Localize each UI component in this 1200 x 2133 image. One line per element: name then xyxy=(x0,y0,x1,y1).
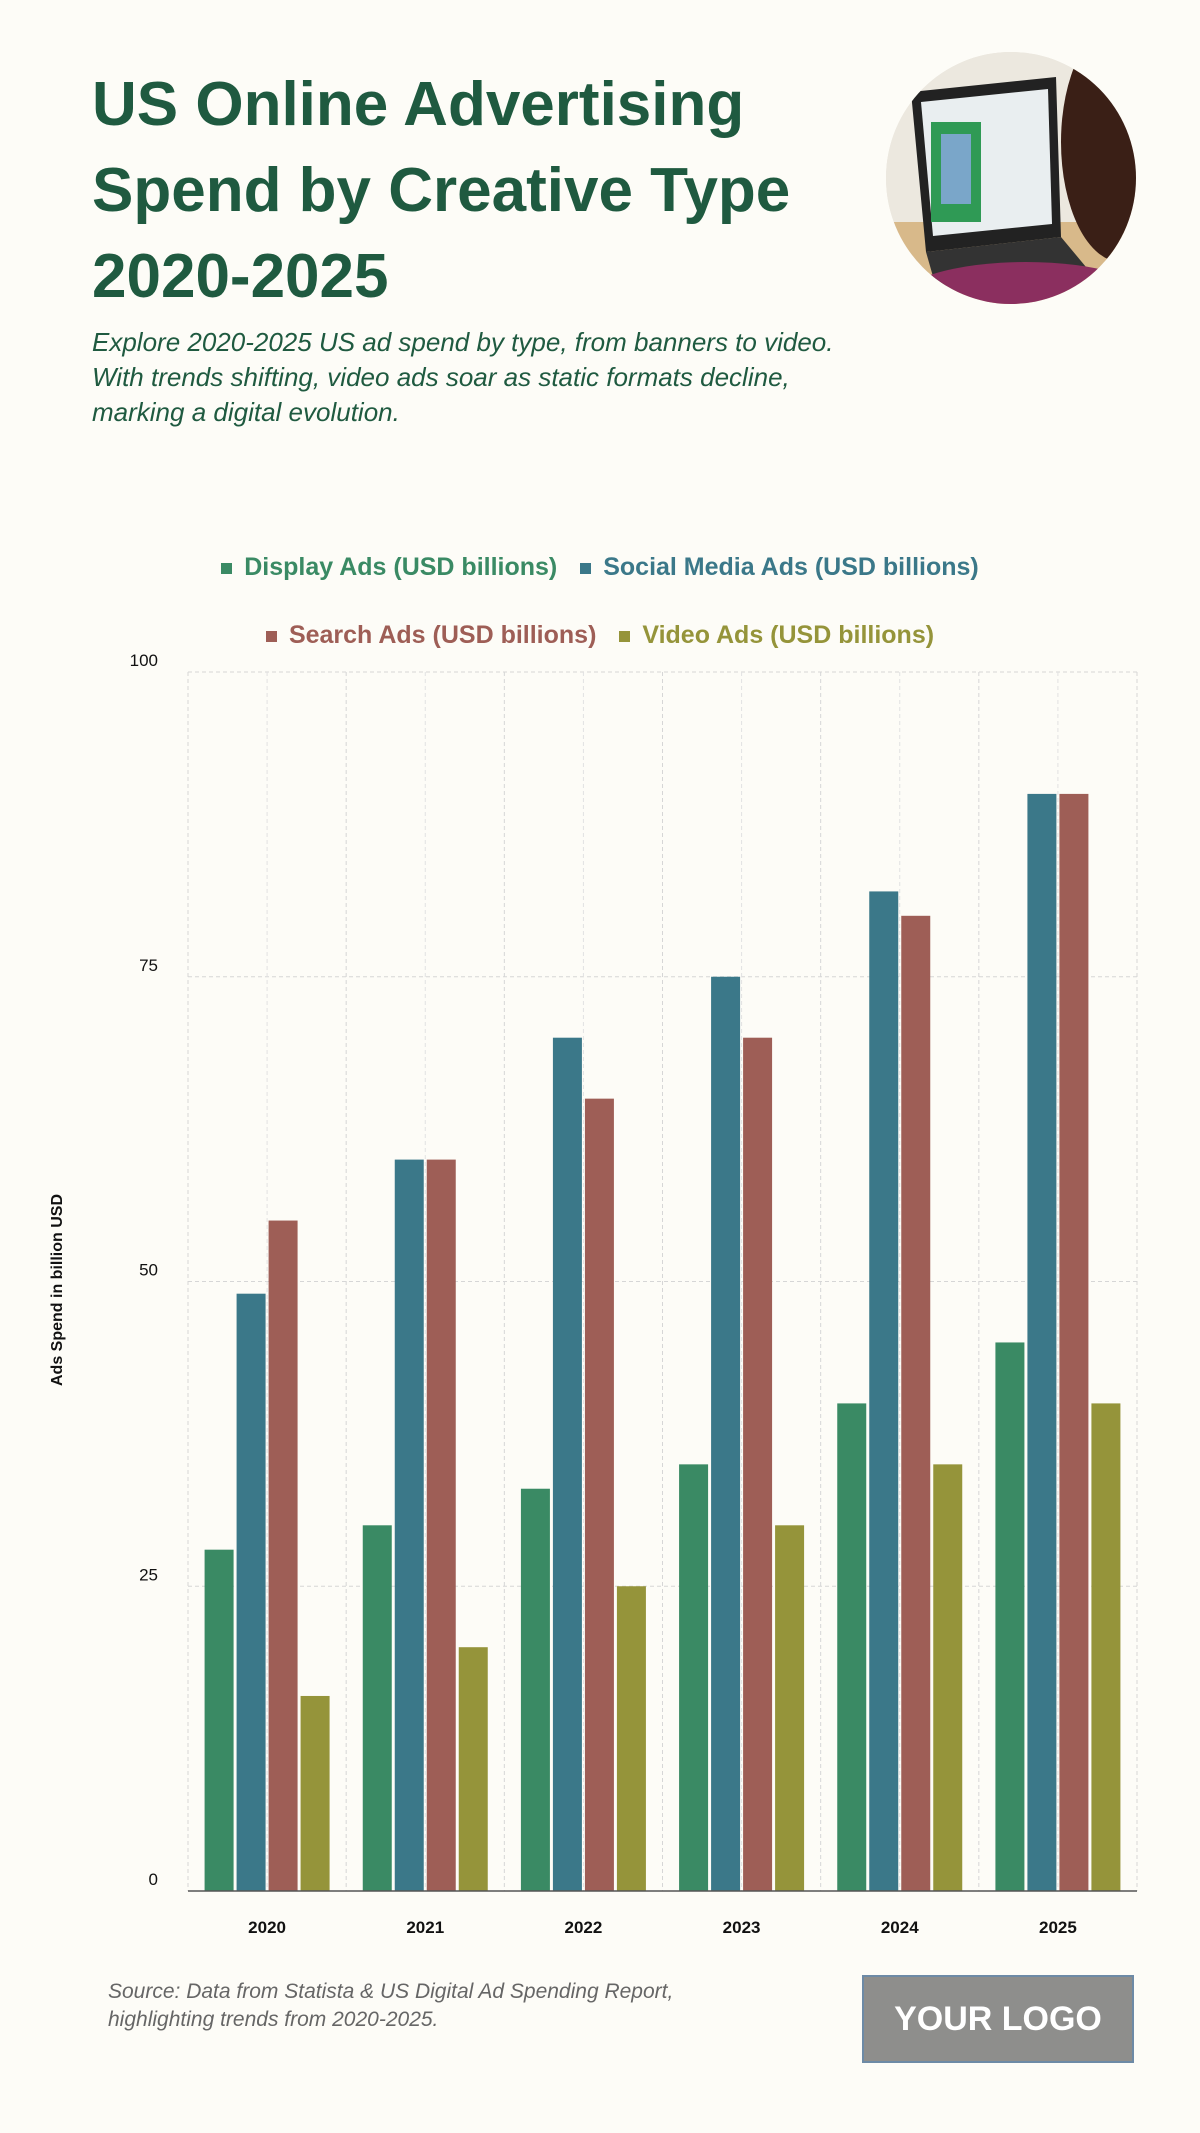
legend-row-2: Search Ads (USD billions) Video Ads (USD… xyxy=(0,621,1200,650)
bar-2023-1 xyxy=(711,976,741,1891)
bar-2024-2 xyxy=(901,915,931,1891)
bar-2022-3 xyxy=(616,1586,646,1891)
bar-2025-1 xyxy=(1027,793,1057,1891)
bar-2021-3 xyxy=(458,1647,488,1891)
legend-label: Search Ads (USD billions) xyxy=(288,621,597,649)
legend-swatch xyxy=(580,562,592,574)
y-tick-label: 50 xyxy=(139,1261,158,1280)
legend-swatch xyxy=(265,630,277,642)
x-tick-label: 2023 xyxy=(723,1918,761,1937)
bar-2024-0 xyxy=(837,1403,867,1891)
page-subtitle: Explore 2020-2025 US ad spend by type, f… xyxy=(92,327,834,427)
x-tick-label: 2020 xyxy=(248,1918,286,1937)
bar-2021-2 xyxy=(426,1159,456,1891)
x-tick-label: 2021 xyxy=(406,1918,444,1937)
y-axis-label: Ads Spend in billion USD xyxy=(49,1194,66,1386)
laptop-image-icon xyxy=(886,52,1136,304)
bar-2025-0 xyxy=(995,1342,1025,1891)
bar-2021-0 xyxy=(362,1525,392,1891)
legend-swatch xyxy=(221,562,233,574)
legend-item-social[interactable]: Social Media Ads (USD billions) xyxy=(580,553,979,581)
legend-label: Social Media Ads (USD billions) xyxy=(603,553,979,581)
bar-2020-3 xyxy=(300,1695,330,1891)
x-tick-label: 2025 xyxy=(1039,1918,1077,1937)
y-tick-label: 75 xyxy=(139,956,158,975)
bar-2020-2 xyxy=(268,1220,298,1891)
bar-2023-0 xyxy=(679,1464,709,1891)
bar-2024-3 xyxy=(933,1464,963,1891)
bar-2020-0 xyxy=(204,1549,234,1891)
bar-2022-0 xyxy=(520,1488,550,1891)
y-tick-label: 25 xyxy=(139,1565,158,1584)
x-tick-label: 2024 xyxy=(881,1918,919,1937)
bar-2021-1 xyxy=(394,1159,424,1891)
legend-swatch xyxy=(619,630,631,642)
bar-2020-1 xyxy=(236,1293,266,1891)
y-tick-label: 100 xyxy=(130,651,158,670)
bar-2024-1 xyxy=(869,891,899,1891)
laptop-photo xyxy=(886,52,1136,304)
page-title: US Online Advertising Spend by Creative … xyxy=(92,70,791,311)
bar-2025-3 xyxy=(1091,1403,1121,1891)
legend-item-video[interactable]: Video Ads (USD billions) xyxy=(619,621,934,649)
legend-label: Video Ads (USD billions) xyxy=(642,621,935,649)
bar-2023-2 xyxy=(743,1037,773,1891)
legend-item-display[interactable]: Display Ads (USD billions) xyxy=(221,553,557,581)
source-note: Source: Data from Statista & US Digital … xyxy=(108,1980,674,2031)
bar-2023-3 xyxy=(775,1525,805,1891)
legend-item-search[interactable]: Search Ads (USD billions) xyxy=(265,621,597,649)
bar-2022-2 xyxy=(584,1098,614,1891)
bar-2025-2 xyxy=(1059,793,1089,1891)
logo-placeholder: YOUR LOGO xyxy=(862,1975,1134,2063)
x-tick-label: 2022 xyxy=(565,1918,603,1937)
y-tick-label: 0 xyxy=(149,1870,158,1889)
legend-row-1: Display Ads (USD billions) Social Media … xyxy=(0,553,1200,582)
bar-2022-1 xyxy=(552,1037,582,1891)
legend-label: Display Ads (USD billions) xyxy=(244,553,558,581)
